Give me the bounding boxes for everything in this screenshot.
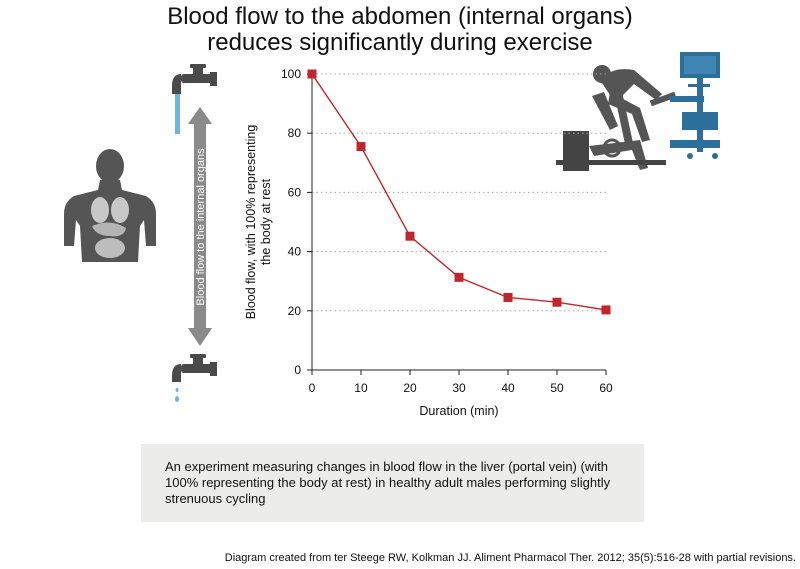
axis-titles: Duration (min) Blood flow, with 100% repr…: [244, 125, 499, 418]
x-tick-label: 20: [403, 381, 417, 395]
x-tick-label: 10: [354, 381, 368, 395]
data-point: [307, 69, 317, 79]
x-tick-label: 50: [550, 381, 564, 395]
source-note: Diagram created from ter Steege RW, Kolk…: [224, 552, 796, 564]
x-tick-label: 0: [309, 381, 316, 395]
data-point: [503, 292, 513, 302]
y-axis-title: Blood flow, with 100% representingthe bo…: [244, 125, 273, 320]
x-tick-label: 60: [599, 381, 613, 395]
y-tick-label: 40: [288, 245, 302, 259]
y-tick-label: 80: [288, 126, 302, 140]
data-point: [356, 142, 366, 152]
x-tick-label: 30: [452, 381, 466, 395]
x-axis-ticks: 0 10 20 30 40 50 60: [309, 370, 613, 395]
caption-box: An experiment measuring changes in blood…: [141, 444, 644, 522]
y-tick-label: 60: [288, 185, 302, 199]
data-point: [405, 231, 415, 241]
blood-flow-arrow: Blood flow to the internal organs: [188, 107, 212, 346]
data-point: [552, 297, 562, 307]
y-axis-ticks: 0 20 40 60 80 100: [281, 67, 312, 377]
faucet-open-icon: [172, 64, 217, 134]
data-point: [601, 305, 611, 315]
y-axis-title-line: Blood flow, with 100% representing: [244, 125, 258, 320]
page-title: Blood flow to the abdomen (internal orga…: [0, 4, 800, 56]
arrow-label: Blood flow to the internal organs: [195, 148, 207, 306]
axes: [311, 74, 606, 371]
y-tick-label: 0: [294, 363, 301, 377]
x-tick-label: 40: [501, 381, 515, 395]
monitor-cart-icon: [670, 52, 720, 159]
caption-text: An experiment measuring changes in blood…: [165, 459, 611, 506]
title-line-2: reduces significantly during exercise: [207, 29, 593, 56]
y-tick-label: 100: [281, 67, 301, 81]
title-line-1: Blood flow to the abdomen (internal orga…: [167, 3, 633, 30]
exercise-bike-rider-icon: [556, 65, 677, 171]
faucet-dripping-icon: [172, 354, 217, 402]
series-line: [307, 69, 611, 315]
x-axis-title: Duration (min): [419, 404, 498, 418]
y-axis-title-line: the body at rest: [259, 178, 273, 265]
chart-area: Blood flow to the internal organs: [64, 52, 720, 418]
data-point: [454, 272, 464, 282]
human-torso-organs-icon: [64, 149, 156, 262]
y-tick-label: 20: [288, 304, 302, 318]
